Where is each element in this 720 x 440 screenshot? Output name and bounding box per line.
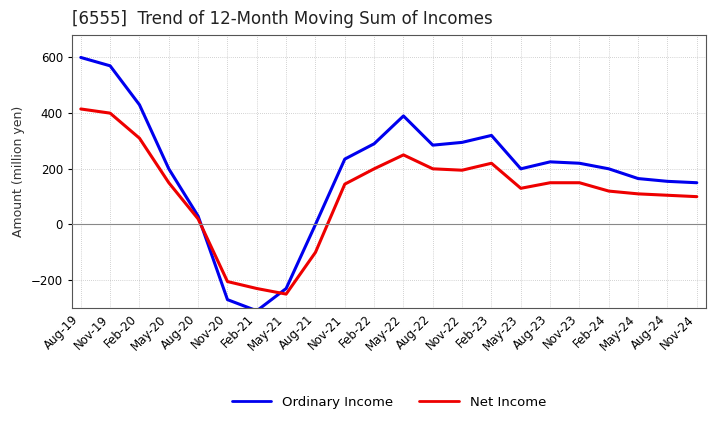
Net Income (253, 286, 261, 291)
Ordinary Income (516, 166, 525, 172)
Legend: Ordinary Income, Net Income: Ordinary Income, Net Income (226, 391, 552, 414)
Net Income (399, 152, 408, 158)
Ordinary Income (106, 63, 114, 69)
Ordinary Income (546, 159, 554, 165)
Ordinary Income (223, 297, 232, 302)
Ordinary Income (399, 113, 408, 118)
Net Income (605, 188, 613, 194)
Net Income (458, 168, 467, 173)
Ordinary Income (575, 161, 584, 166)
Net Income (311, 249, 320, 255)
Line: Net Income: Net Income (81, 109, 697, 294)
Net Income (516, 186, 525, 191)
Ordinary Income (370, 141, 379, 147)
Ordinary Income (634, 176, 642, 181)
Ordinary Income (487, 133, 496, 138)
Net Income (76, 106, 85, 112)
Ordinary Income (428, 143, 437, 148)
Net Income (370, 166, 379, 172)
Y-axis label: Amount (million yen): Amount (million yen) (12, 106, 25, 237)
Net Income (575, 180, 584, 185)
Net Income (194, 216, 202, 222)
Ordinary Income (135, 102, 144, 107)
Ordinary Income (311, 222, 320, 227)
Net Income (546, 180, 554, 185)
Net Income (487, 161, 496, 166)
Net Income (341, 181, 349, 187)
Line: Ordinary Income: Ordinary Income (81, 58, 697, 311)
Net Income (663, 193, 672, 198)
Ordinary Income (164, 166, 173, 172)
Net Income (634, 191, 642, 197)
Text: [6555]  Trend of 12-Month Moving Sum of Incomes: [6555] Trend of 12-Month Moving Sum of I… (72, 10, 492, 28)
Ordinary Income (605, 166, 613, 172)
Ordinary Income (76, 55, 85, 60)
Ordinary Income (194, 213, 202, 219)
Ordinary Income (341, 157, 349, 162)
Ordinary Income (693, 180, 701, 185)
Net Income (135, 136, 144, 141)
Ordinary Income (282, 286, 290, 291)
Ordinary Income (458, 140, 467, 145)
Net Income (223, 279, 232, 284)
Ordinary Income (663, 179, 672, 184)
Net Income (164, 180, 173, 185)
Net Income (282, 291, 290, 297)
Net Income (693, 194, 701, 199)
Ordinary Income (253, 308, 261, 313)
Net Income (428, 166, 437, 172)
Net Income (106, 110, 114, 116)
